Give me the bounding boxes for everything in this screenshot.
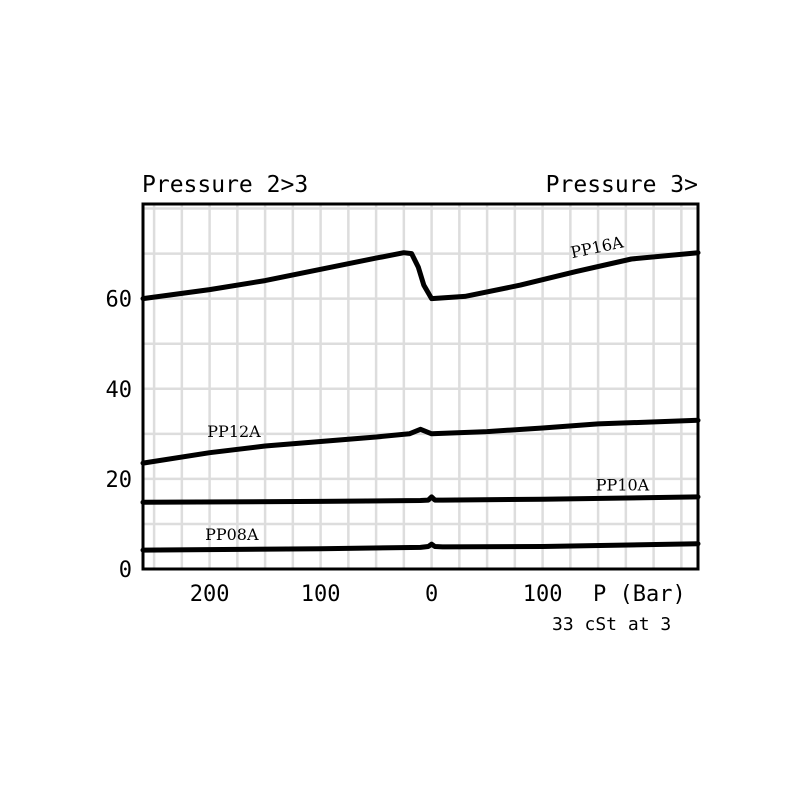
y-axis-ticks: 0 20 40 60 (106, 288, 133, 583)
y-tick-label: 60 (106, 288, 133, 313)
x-tick-label: 0 (425, 582, 438, 607)
series-line-pp12a (140, 417, 701, 466)
series-line-pp08a (140, 541, 701, 553)
header-right: Pressure 3> (546, 172, 698, 198)
x-tick-label: 100 (523, 582, 563, 607)
header-left: Pressure 2>3 (142, 172, 308, 198)
series-layer (140, 250, 701, 553)
series-label-pp10a: PP10A (596, 476, 650, 495)
y-tick-label: 0 (119, 558, 132, 583)
plot-frame (141, 202, 700, 571)
x-axis-ticks: 200 100 0 100 (190, 582, 563, 607)
viscosity-note: 33 cSt at 3 (552, 614, 671, 635)
x-tick-label: 200 (190, 582, 230, 607)
series-line-pp10a (140, 494, 701, 505)
series-label-pp12a: PP12A (207, 422, 261, 441)
y-tick-label: 40 (106, 378, 133, 403)
x-axis-label: P (Bar) (593, 582, 686, 607)
series-label-pp08a: PP08A (205, 525, 259, 544)
grid (143, 204, 698, 569)
y-tick-label: 20 (106, 468, 133, 493)
x-tick-label: 100 (301, 582, 341, 607)
series-line-pp16a (140, 250, 701, 302)
